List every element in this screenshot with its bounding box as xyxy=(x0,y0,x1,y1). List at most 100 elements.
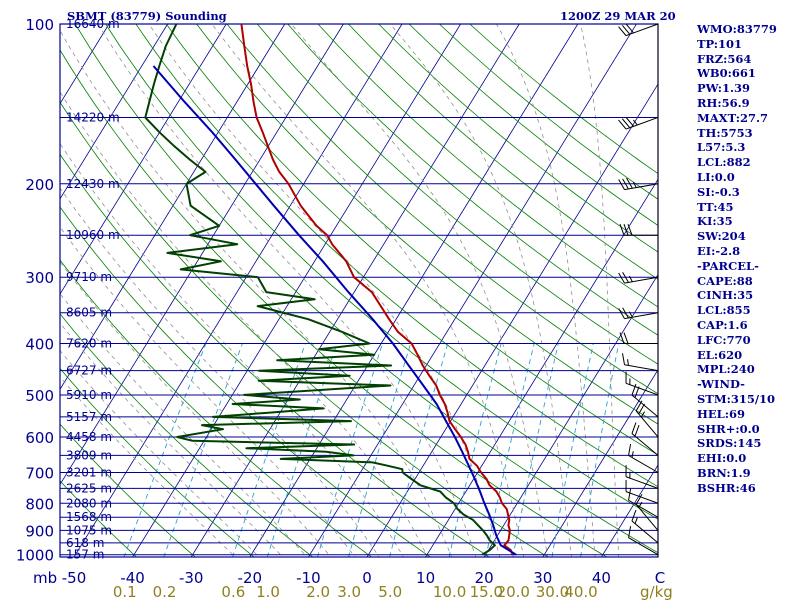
wind-barb-flag xyxy=(618,179,625,190)
temperature-tick-label: 10 xyxy=(416,569,435,587)
isotherm-line xyxy=(132,24,461,557)
dry-adiabat xyxy=(60,313,314,557)
wind-barb xyxy=(619,224,658,236)
wind-barb-half xyxy=(632,181,637,188)
mixing-ratio-label: 15.0 xyxy=(470,583,503,600)
background-lines xyxy=(60,24,658,557)
wind-barb xyxy=(625,465,659,489)
wind-barb xyxy=(618,177,659,191)
wind-barb-shaft xyxy=(635,410,659,438)
parameter-item: SRDS:145 xyxy=(697,436,762,451)
parameter-item: LCL:855 xyxy=(697,303,751,318)
wind-barb-half xyxy=(628,275,633,282)
wind-barb-shaft xyxy=(625,23,659,37)
isotherm-line xyxy=(366,83,658,557)
mixing-ratio-label: 0.6 xyxy=(221,583,245,600)
mixing-ratio-label: 20.0 xyxy=(497,583,530,600)
chart-time: 1200Z 29 MAR 20 xyxy=(560,9,676,23)
moist-adiabat xyxy=(60,226,356,557)
dry-adiabat xyxy=(317,24,658,308)
dry-adiabat xyxy=(60,153,490,557)
isotherm-line xyxy=(60,24,227,295)
height-label: 5157 m xyxy=(66,410,112,424)
moist-adiabat xyxy=(60,322,284,557)
pressure-tick-label: 300 xyxy=(25,269,54,287)
dry-adiabat xyxy=(196,24,658,425)
dry-adiabat xyxy=(60,480,138,557)
parameter-item: -WIND- xyxy=(697,377,745,392)
height-label: 9710 m xyxy=(66,270,112,284)
wind-barb-shaft xyxy=(624,276,659,284)
wind-barb-flag xyxy=(621,118,631,129)
parameter-item: LFC:770 xyxy=(697,332,751,347)
dry-adiabat xyxy=(256,24,658,365)
dry-adiabat xyxy=(60,206,431,557)
wind-barb-shaft xyxy=(624,183,659,191)
parameter-item: CAPE:88 xyxy=(697,273,753,288)
mixing-ratio-label: 40.0 xyxy=(564,583,597,600)
wind-barb-flag xyxy=(628,443,632,456)
parameter-item: TP:101 xyxy=(697,36,743,51)
parameter-item: KI:35 xyxy=(697,214,733,229)
moist-adiabat xyxy=(389,24,572,557)
pressure-tick-label: 500 xyxy=(25,387,54,405)
temperature-tick-label: 40 xyxy=(592,569,611,587)
mixing-ratio-line xyxy=(266,343,338,557)
wind-barb xyxy=(631,422,659,456)
wind-barb-flag xyxy=(631,383,637,396)
parameter-item: EI:-2.8 xyxy=(697,243,741,258)
height-label: 3201 m xyxy=(66,465,112,479)
parameter-item: FRZ:564 xyxy=(697,51,752,66)
wind-barb-flag xyxy=(626,177,633,189)
wind-barb-flag xyxy=(621,353,626,365)
wind-barb-flag xyxy=(619,332,625,344)
mixing-ratio-label: 3.0 xyxy=(337,583,361,600)
temperature-tick-label: -10 xyxy=(296,569,321,587)
height-label: 2625 m xyxy=(66,481,112,495)
mixing-ratio-label: 0.1 xyxy=(113,583,137,600)
wind-barb-shaft xyxy=(631,433,659,456)
parameter-item: STM:315/10 xyxy=(697,391,776,406)
pressure-tick-label: 1000 xyxy=(16,547,54,565)
wind-barb-flag xyxy=(619,224,625,236)
temperature-tick-label: -20 xyxy=(238,569,263,587)
wind-barb-flag xyxy=(628,526,632,538)
parameter-item: L57:5.3 xyxy=(697,140,746,155)
parameter-item: EL:620 xyxy=(697,347,743,362)
mixing-ratio-line xyxy=(317,343,383,557)
dry-adiabat xyxy=(105,24,658,520)
wind-barb-flag xyxy=(622,178,629,190)
wind-barb-flag xyxy=(618,308,625,319)
parameter-item: PW:1.39 xyxy=(697,81,751,96)
mixing-ratio-line xyxy=(551,343,594,557)
mixing-ratio-line xyxy=(448,343,502,557)
wind-barb-shaft xyxy=(631,394,659,418)
moist-adiabat xyxy=(60,91,428,557)
wind-barb-shaft xyxy=(628,455,659,473)
dry-adiabat xyxy=(165,24,658,456)
wind-barb-shaft xyxy=(625,491,659,504)
temperature-tick-label: C xyxy=(655,569,665,587)
wind-barb-flag xyxy=(618,119,627,130)
temperature-tick-label: -40 xyxy=(120,569,145,587)
wind-barb xyxy=(618,272,659,284)
wind-barb-flag xyxy=(631,422,637,434)
dry-adiabat xyxy=(74,24,658,554)
mixing-ratio-label: 5.0 xyxy=(378,583,402,600)
mixing-ratio-label: 0.2 xyxy=(153,583,177,600)
height-label: 14220 m xyxy=(66,110,120,124)
moist-adiabat xyxy=(496,24,596,557)
dry-adiabat xyxy=(135,24,658,488)
pressure-tick-label: 200 xyxy=(25,176,54,194)
parameter-item: EHI:0.0 xyxy=(697,451,747,466)
wind-barb-shaft xyxy=(625,476,659,489)
wind-barb-flag xyxy=(634,386,640,398)
wind-barb-flag xyxy=(618,26,627,36)
isotherm-line xyxy=(249,24,579,557)
wind-barb xyxy=(618,23,659,37)
wind-barb-half xyxy=(640,411,646,418)
moist-adiabat xyxy=(60,29,453,557)
height-label: 8605 m xyxy=(66,306,112,320)
wind-barb-flag xyxy=(618,272,625,284)
wind-barb-flag xyxy=(631,509,637,522)
